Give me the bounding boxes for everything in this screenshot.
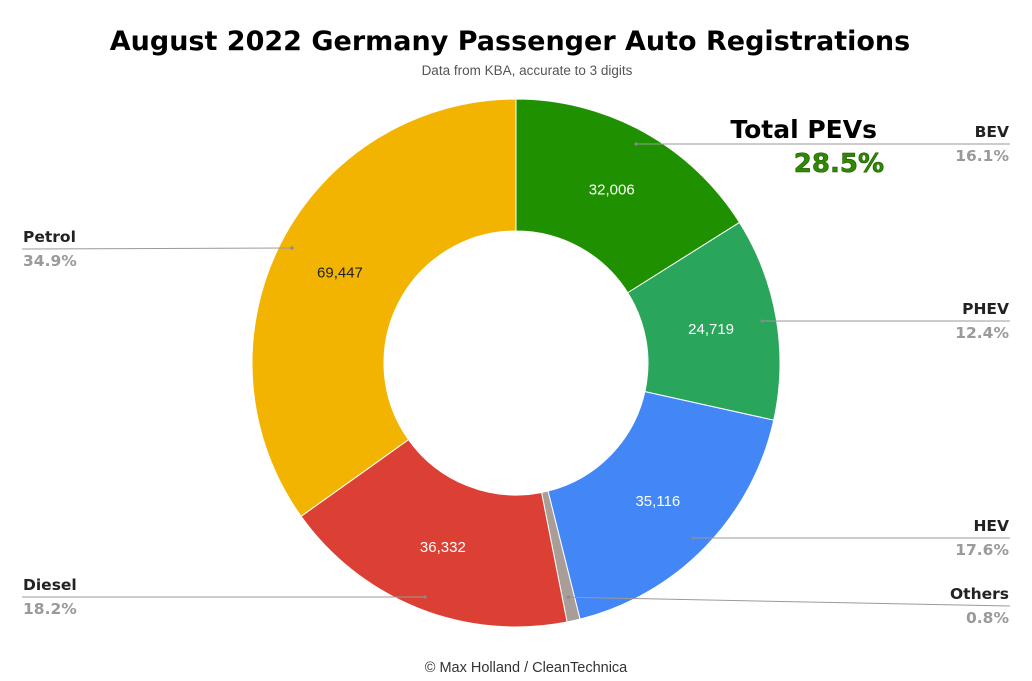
leader-dot-bev	[634, 142, 638, 146]
legend-percent-bev: 16.1%	[955, 147, 1009, 165]
slice-value-bev: 32,006	[589, 182, 635, 199]
leader-line-petrol	[21, 247, 293, 250]
slice-petrol	[251, 98, 517, 518]
legend-percent-phev: 12.4%	[955, 324, 1009, 342]
side-legend: BEV 16.1% PHEV 12.4% HEV 17.6% Others 0.8% Diese…	[23, 123, 1009, 627]
total-pevs-label: Total PEVs	[730, 115, 877, 144]
chart-subtitle: Data from KBA, accurate to 3 digits	[422, 63, 633, 78]
slice-bev	[515, 98, 741, 294]
total-pevs-value: 28.5%	[794, 149, 884, 179]
leader-dot-hev	[691, 536, 695, 540]
legend-percent-petrol: 34.9%	[23, 252, 77, 270]
leader-dot-others	[566, 595, 570, 599]
legend-name-bev: BEV	[975, 123, 1009, 141]
slice-value-labels: 32,006 24,719 35,116 36,332 69,447	[317, 182, 734, 556]
legend-leader-lines	[21, 142, 1011, 607]
legend-percent-others: 0.8%	[966, 609, 1009, 627]
donut-slices	[251, 98, 781, 628]
legend-name-hev: HEV	[973, 517, 1009, 535]
slice-value-hev: 35,116	[635, 493, 680, 510]
legend-percent-diesel: 18.2%	[23, 600, 77, 618]
chart-credit: © Max Holland / CleanTechnica	[425, 660, 628, 676]
legend-name-diesel: Diesel	[23, 576, 77, 594]
slice-value-petrol: 69,447	[317, 264, 363, 281]
legend-percent-hev: 17.6%	[955, 541, 1009, 559]
leader-dot-phev	[760, 319, 764, 323]
leader-dot-diesel	[423, 595, 427, 599]
slice-diesel	[300, 438, 568, 628]
legend-name-petrol: Petrol	[23, 228, 76, 246]
slice-value-diesel: 36,332	[420, 539, 466, 556]
slice-value-phev: 24,719	[688, 321, 734, 338]
slice-hev	[547, 390, 775, 620]
leader-dot-petrol	[290, 246, 294, 250]
legend-name-others: Others	[950, 585, 1009, 603]
slice-phev	[627, 221, 781, 421]
leader-line-others	[568, 596, 1011, 607]
chart-title: August 2022 Germany Passenger Auto Regis…	[110, 26, 910, 57]
legend-name-phev: PHEV	[962, 300, 1009, 318]
